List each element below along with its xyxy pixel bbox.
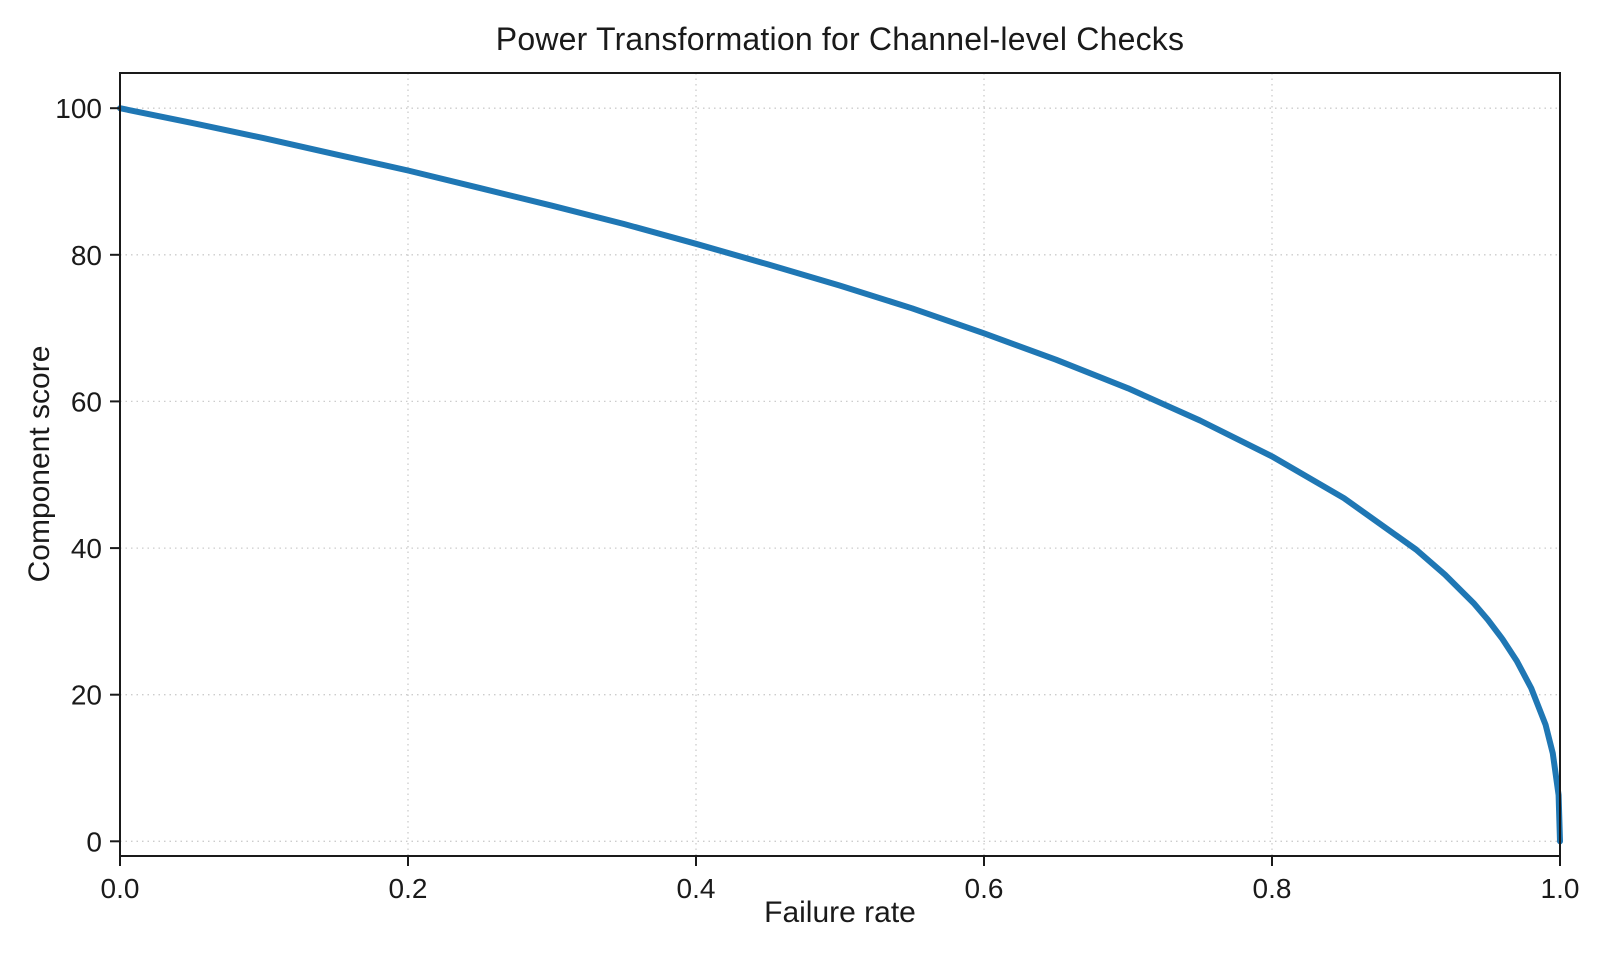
x-tick-label: 0.0 <box>101 873 140 904</box>
x-tick-label: 0.2 <box>389 873 428 904</box>
x-tick-label: 0.4 <box>677 873 716 904</box>
x-tick-label: 0.6 <box>965 873 1004 904</box>
x-tick-label: 0.8 <box>1253 873 1292 904</box>
y-tick-label: 0 <box>86 826 102 857</box>
x-tick-label: 1.0 <box>1541 873 1580 904</box>
y-tick-label: 60 <box>71 386 102 417</box>
x-axis-label: Failure rate <box>764 896 916 929</box>
chart-title: Power Transformation for Channel-level C… <box>495 21 1185 57</box>
y-tick-label: 40 <box>71 533 102 564</box>
y-tick-label: 100 <box>55 93 102 124</box>
y-tick-label: 80 <box>71 240 102 271</box>
y-tick-label: 20 <box>71 680 102 711</box>
plot-border <box>119 72 1561 857</box>
power-curve <box>117 105 1563 845</box>
